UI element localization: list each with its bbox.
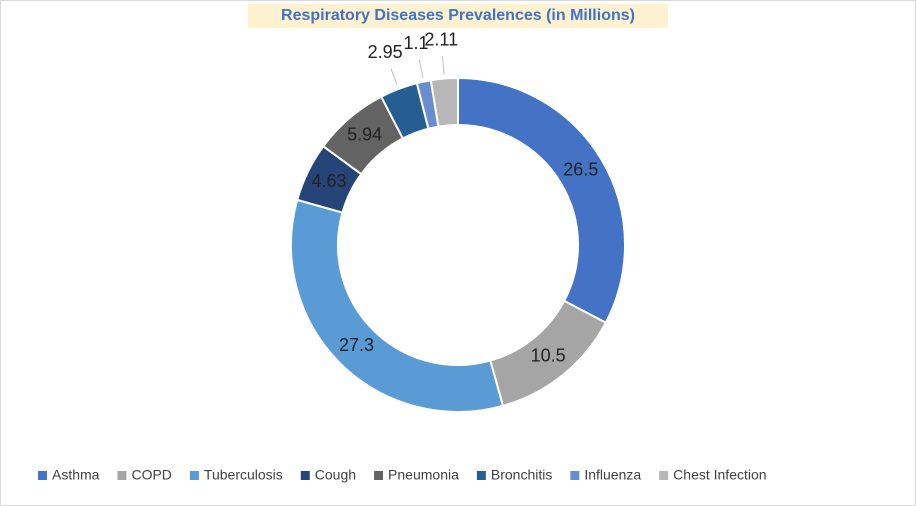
legend-label: Pneumonia <box>388 467 459 483</box>
data-label: 5.94 <box>347 125 382 145</box>
legend-swatch <box>38 471 47 480</box>
data-label: 10.5 <box>531 345 566 365</box>
legend-label: Asthma <box>52 467 100 483</box>
leader-line <box>390 68 398 86</box>
legend-swatch <box>117 471 127 480</box>
data-label: 2.11 <box>424 29 458 49</box>
data-label: 2.95 <box>368 42 403 62</box>
leader-line <box>442 56 445 75</box>
legend-swatch <box>300 471 310 480</box>
legend-swatch <box>374 471 384 480</box>
legend-swatch <box>570 471 580 480</box>
title-highlight <box>248 4 668 28</box>
legend-label: Influenza <box>584 467 641 483</box>
donut-slice <box>429 76 459 128</box>
legend-swatch <box>659 471 669 480</box>
chart-title: Respiratory Diseases Prevalences (in Mil… <box>281 7 635 24</box>
legend-label: Chest Infection <box>673 467 766 483</box>
legend-swatch <box>476 471 486 480</box>
donut-slice <box>290 198 505 413</box>
leader-line <box>418 59 424 78</box>
legend-label: Bronchitis <box>491 467 552 483</box>
legend-swatch <box>189 471 199 480</box>
legend-label: Cough <box>315 467 356 483</box>
legend-label: COPD <box>131 467 171 483</box>
legend-label: Tuberculosis <box>204 467 283 483</box>
data-label: 26.5 <box>563 160 598 180</box>
data-label: 4.63 <box>311 171 346 191</box>
data-label: 1.1 <box>404 33 429 53</box>
data-label: 27.3 <box>339 335 374 355</box>
